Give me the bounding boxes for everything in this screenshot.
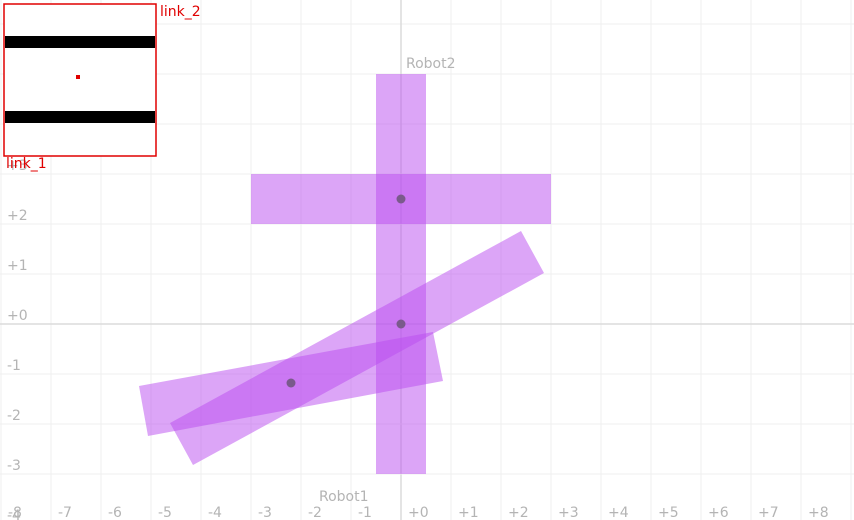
x-tick-label: +5 bbox=[658, 505, 679, 520]
inset-label: link_1 bbox=[6, 156, 47, 172]
x-tick-label: -7 bbox=[58, 505, 72, 520]
y-tick-label: +2 bbox=[7, 208, 28, 224]
y-tick-label: +0 bbox=[7, 308, 28, 324]
inset-point bbox=[76, 75, 80, 79]
robot2-link bbox=[376, 74, 426, 474]
inset-link bbox=[5, 36, 155, 48]
x-tick-label: -2 bbox=[308, 505, 322, 520]
y-tick-label: -3 bbox=[7, 458, 21, 474]
robot-label: Robot1 bbox=[319, 489, 369, 505]
inset-link bbox=[5, 111, 155, 123]
joint bbox=[396, 319, 406, 329]
x-tick-label: +2 bbox=[508, 505, 529, 520]
x-tick-label: -5 bbox=[158, 505, 172, 520]
x-tick-label: +1 bbox=[458, 505, 479, 520]
y-tick-label: -4 bbox=[7, 508, 21, 520]
x-tick-label: +4 bbox=[608, 505, 629, 520]
bodies bbox=[139, 74, 551, 474]
x-tick-label: -4 bbox=[208, 505, 222, 520]
y-tick-label: +3 bbox=[7, 158, 28, 174]
x-tick-label: -6 bbox=[108, 505, 122, 520]
x-tick-label: -8 bbox=[8, 505, 22, 520]
x-tick-label: +0 bbox=[408, 505, 429, 520]
robot-label: Robot2 bbox=[406, 56, 456, 72]
y-tick-label: -1 bbox=[7, 358, 21, 374]
x-tick-label: +6 bbox=[708, 505, 729, 520]
x-tick-label: +3 bbox=[558, 505, 579, 520]
inset-label: link_2 bbox=[160, 4, 201, 20]
joint bbox=[286, 378, 296, 388]
y-tick-label: -2 bbox=[7, 408, 21, 424]
y-tick-label: +1 bbox=[7, 258, 28, 274]
x-tick-label: -1 bbox=[358, 505, 372, 520]
x-tick-label: -3 bbox=[258, 505, 272, 520]
x-tick-label: +7 bbox=[758, 505, 779, 520]
x-tick-label: +8 bbox=[808, 505, 829, 520]
inset bbox=[3, 3, 157, 157]
ticks: -8 -7 -6 -5 -4 -3 -2 -1 +0 +1 +2 +3 +4 +5 +6 +7 +8 +3 +2 +1… bbox=[7, 158, 829, 520]
inset-frame bbox=[3, 3, 157, 157]
joint bbox=[396, 194, 406, 204]
